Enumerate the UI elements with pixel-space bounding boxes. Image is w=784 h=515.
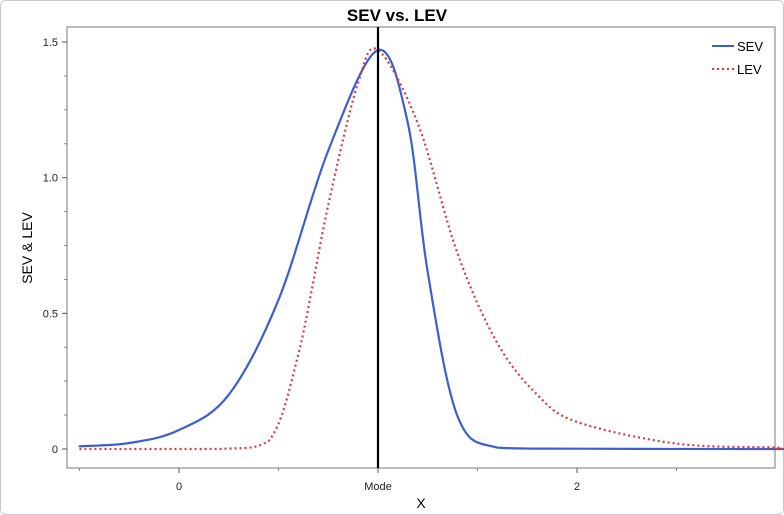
series-layer bbox=[78, 47, 784, 451]
plot-area bbox=[66, 26, 776, 469]
x-tick-label-1: Mode bbox=[364, 481, 392, 493]
y-tick-label-0: 0 bbox=[52, 444, 58, 456]
x-axis-label: X bbox=[416, 495, 426, 511]
chart-title: SEV vs. LEV bbox=[347, 6, 448, 25]
x-axis-ticks: 0 Mode 2 bbox=[79, 468, 677, 493]
series-line-lev bbox=[79, 47, 784, 451]
y-tick-label-3: 1.5 bbox=[43, 37, 58, 49]
y-tick-label-1: 0.5 bbox=[43, 308, 58, 320]
legend: SEV LEV bbox=[712, 39, 763, 77]
series-line-sev bbox=[78, 48, 784, 451]
x-tick-label-0: 0 bbox=[176, 481, 182, 493]
legend-label-sev: SEV bbox=[737, 39, 763, 54]
y-axis-label: SEV & LEV bbox=[19, 212, 35, 284]
y-axis-ticks: 0 0.5 1.0 1.5 bbox=[43, 37, 67, 456]
y-tick-label-2: 1.0 bbox=[43, 173, 58, 185]
legend-label-lev: LEV bbox=[737, 62, 762, 77]
x-tick-label-2: 2 bbox=[574, 481, 580, 493]
